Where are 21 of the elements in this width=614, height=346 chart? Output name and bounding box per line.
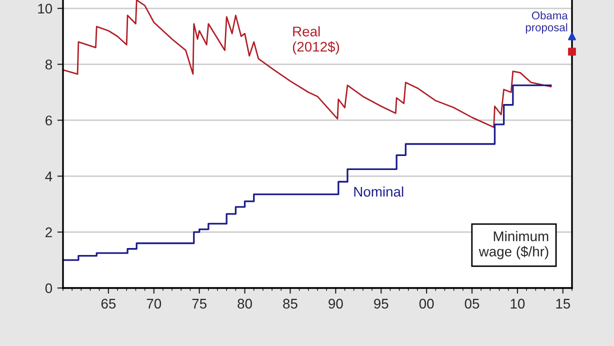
annotation: Minimum wage ($/hr) [478,231,548,260]
x-tick-label: 05 [464,298,480,309]
x-tick-label: 75 [192,298,206,309]
x-tick-label: 90 [328,298,343,309]
x-tick-label: 80 [238,298,252,309]
x-tick-label: 10 [510,298,525,309]
y-tick-label: 8 [45,60,52,70]
series-label: Nominal [354,186,404,197]
y-tick-label: 6 [46,116,52,126]
x-tick-label: 85 [283,298,298,309]
series-label: Real (2012$) [292,26,340,54]
x-tick-label: 65 [101,298,116,309]
y-tick-label: 4 [45,172,52,182]
x-tick-label: 15 [556,298,570,309]
x-tick-label: 00 [419,298,434,309]
x-tick-label: 95 [374,298,388,309]
y-tick-label: 10 [38,4,52,14]
annotation: Obama proposal [526,11,568,34]
y-tick-label: 0 [45,283,52,294]
y-tick-label: 2 [46,227,52,238]
x-tick-label: 70 [146,298,162,309]
